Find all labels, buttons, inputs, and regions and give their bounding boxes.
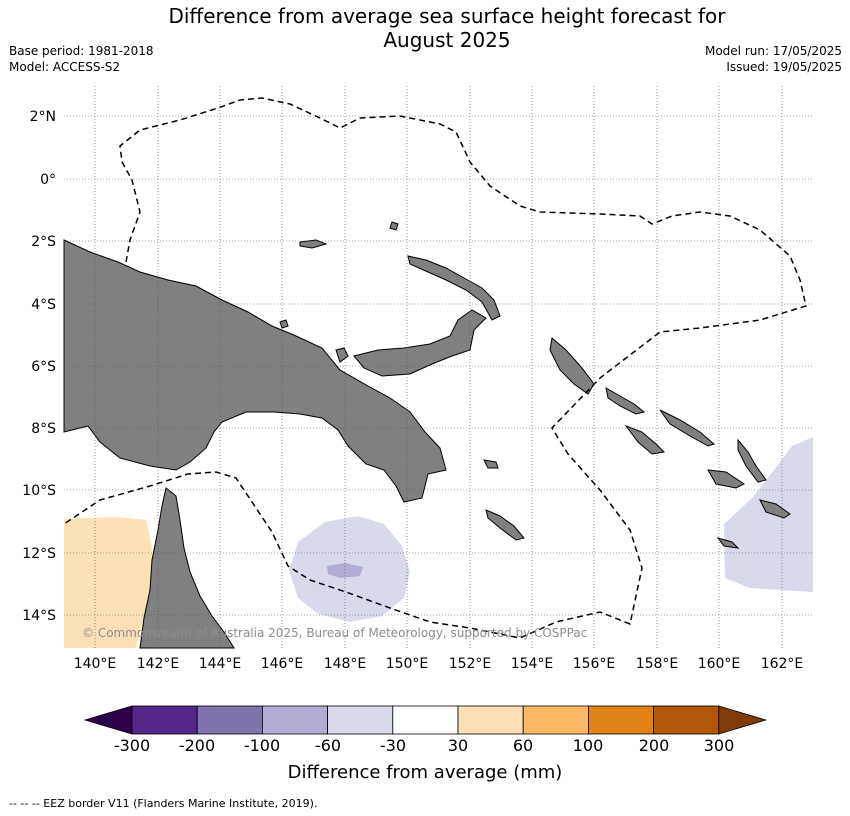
- lon-label: 150°E: [386, 656, 429, 672]
- colorbar-tick: -30: [380, 736, 406, 755]
- lat-label: 6°S: [31, 359, 56, 375]
- colorbar-extend-low: [83, 705, 133, 735]
- longitude-labels: 140°E 142°E 144°E 146°E 148°E 150°E 152°…: [74, 656, 804, 672]
- lon-label: 140°E: [74, 656, 117, 672]
- eez-legend-footnote: -- -- -- EEZ border V11 (Flanders Marine…: [9, 797, 318, 810]
- lat-label: 2°N: [30, 109, 56, 125]
- colorbar-tick: -60: [315, 736, 341, 755]
- strong-negative-anomaly-patch: [327, 563, 363, 578]
- lat-label: 8°S: [31, 421, 56, 437]
- copyright-text: © Commonwealth of Australia 2025, Bureau…: [82, 626, 587, 640]
- title-line-1: Difference from average sea surface heig…: [168, 4, 726, 28]
- meta-left: Base period: 1981-2018 Model: ACCESS-S2: [9, 43, 154, 75]
- new-guinea-landmass: [63, 239, 447, 503]
- lat-label: 14°S: [22, 608, 56, 624]
- lon-label: 142°E: [137, 656, 180, 672]
- colorbar-tick: -300: [114, 736, 150, 755]
- model-name: Model: ACCESS-S2: [9, 60, 121, 74]
- lon-label: 156°E: [573, 656, 616, 672]
- map-panel: © Commonwealth of Australia 2025, Bureau…: [63, 86, 813, 649]
- lon-label: 152°E: [449, 656, 492, 672]
- solomon-island-1: [605, 387, 646, 415]
- colorbar-bin: [653, 705, 720, 735]
- lon-label: 160°E: [698, 656, 741, 672]
- colorbar-bin: [392, 705, 459, 735]
- solomon-island-5: [737, 438, 767, 483]
- model-run: Model run: 17/05/2025: [704, 44, 842, 58]
- lon-label: 148°E: [324, 656, 367, 672]
- colorbar: [83, 705, 768, 735]
- colorbar-tick: -100: [244, 736, 280, 755]
- lon-label: 144°E: [199, 656, 242, 672]
- louisiade-islands: [485, 509, 525, 541]
- meta-right: Model run: 17/05/2025 Issued: 19/05/2025: [705, 43, 842, 75]
- lon-label: 146°E: [261, 656, 304, 672]
- colorbar-tick: 300: [704, 736, 735, 755]
- new-ireland-island: [407, 255, 501, 321]
- colorbar-tick-labels: -300 -200 -100 -60 -30 30 60 100 200 300: [114, 736, 734, 755]
- cape-york-landmass: [139, 487, 235, 649]
- solomon-island-3: [624, 424, 666, 455]
- title-line-2: August 2025: [383, 28, 511, 52]
- colorbar-tick: 30: [448, 736, 468, 755]
- new-britain-island: [353, 309, 487, 377]
- trobriand-islands: [483, 459, 499, 469]
- colorbar-bin: [196, 705, 263, 735]
- vanuatu-island: [759, 499, 791, 519]
- small-island-b: [389, 221, 399, 231]
- manus-island: [299, 239, 328, 249]
- colorbar-bin: [457, 705, 524, 735]
- issued-date: Issued: 19/05/2025: [726, 60, 842, 74]
- lon-label: 158°E: [636, 656, 679, 672]
- colorbar-bin: [131, 705, 198, 735]
- lat-label: 10°S: [22, 483, 56, 499]
- colorbar-tick: 60: [513, 736, 533, 755]
- eez-border-line: [63, 97, 807, 639]
- colorbar-bin: [261, 705, 328, 735]
- lat-label: 0°: [40, 172, 56, 188]
- colorbar-extend-high: [718, 705, 768, 735]
- colorbar-label: Difference from average (mm): [288, 762, 563, 783]
- colorbar-bin: [588, 705, 655, 735]
- chart-title: Difference from average sea surface heig…: [0, 4, 850, 52]
- lat-label: 12°S: [22, 546, 56, 562]
- small-island-c: [716, 537, 740, 549]
- colorbar-tick: 200: [639, 736, 670, 755]
- base-period: Base period: 1981-2018: [9, 44, 154, 58]
- lat-label: 4°S: [31, 297, 56, 313]
- solomon-island-4: [707, 469, 745, 489]
- colorbar-bin: [522, 705, 589, 735]
- umboi-island: [335, 347, 349, 363]
- gridlines: [64, 86, 813, 648]
- colorbar-tick: -200: [179, 736, 215, 755]
- solomon-island-2: [659, 409, 715, 447]
- lat-label: 2°S: [31, 234, 56, 250]
- lon-label: 154°E: [511, 656, 554, 672]
- colorbar-tick: 100: [573, 736, 604, 755]
- latitude-labels: 2°N 0° 2°S 4°S 6°S 8°S 10°S 12°S 14°S: [22, 109, 56, 624]
- lon-label: 162°E: [761, 656, 804, 672]
- small-island-a: [279, 319, 289, 329]
- colorbar-bin: [327, 705, 394, 735]
